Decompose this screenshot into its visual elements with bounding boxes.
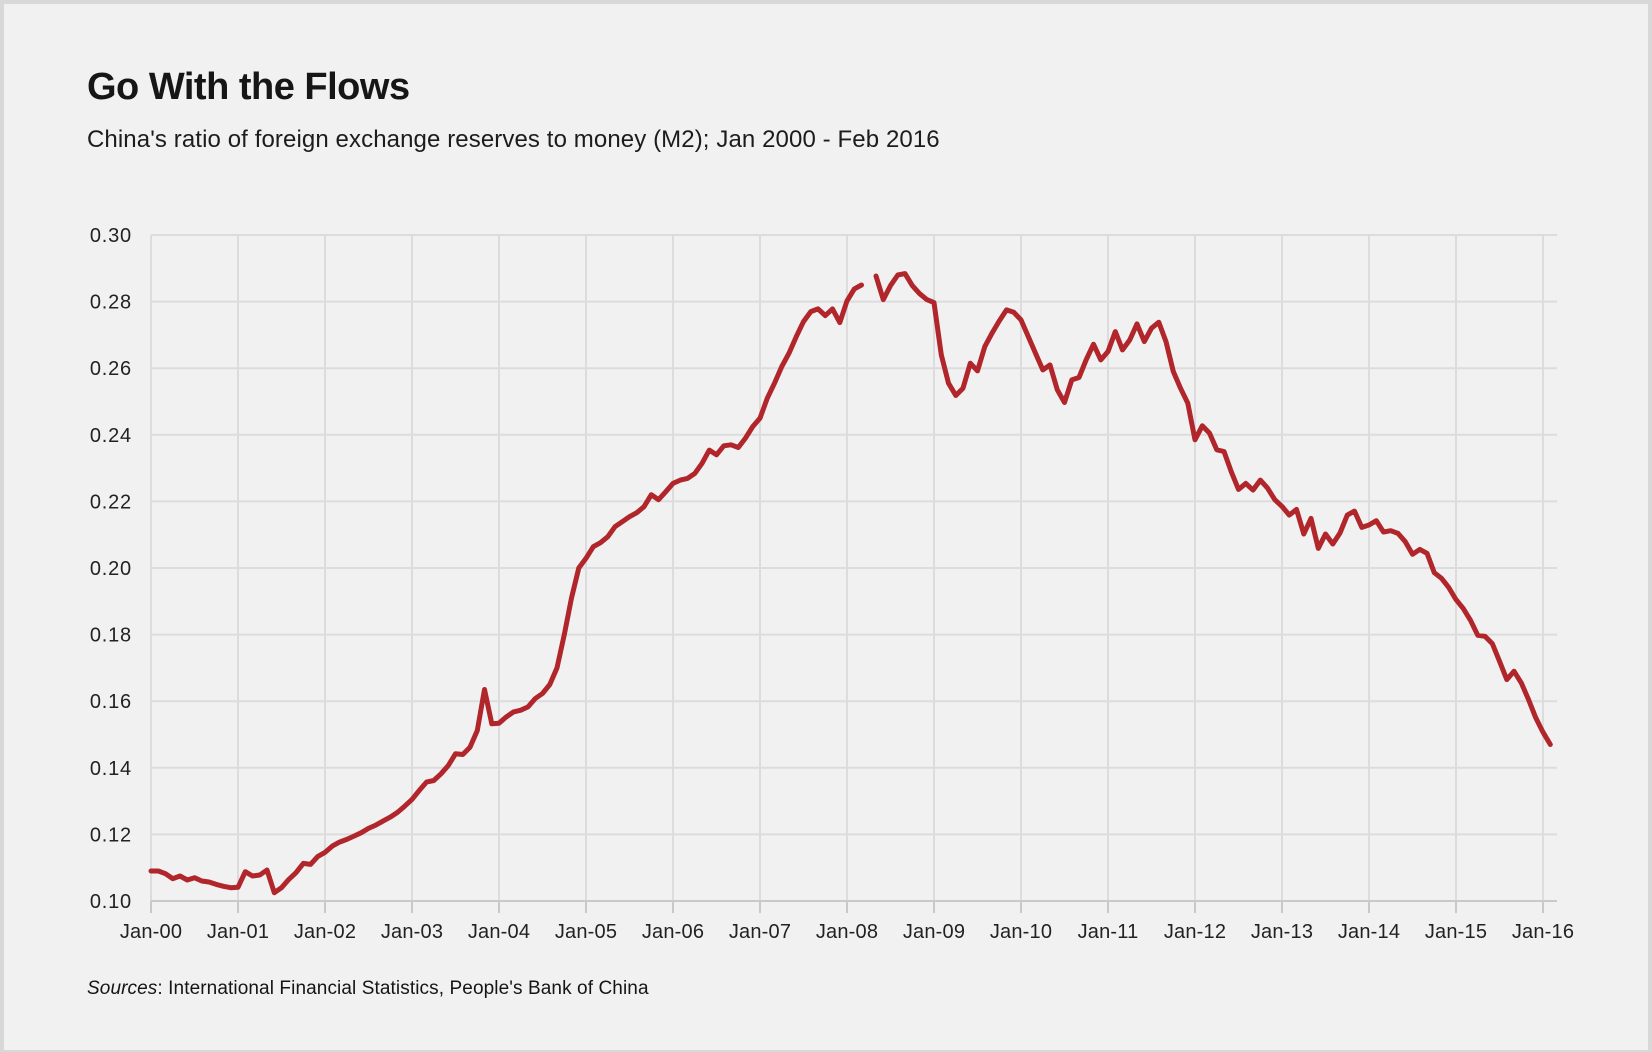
chart-subtitle: China's ratio of foreign exchange reserv… [87, 126, 940, 153]
y-tick-label: 0.30 [90, 225, 132, 247]
x-tick-label: Jan-10 [990, 921, 1052, 943]
x-tick-label: Jan-08 [816, 921, 878, 943]
y-tick-label: 0.26 [90, 358, 132, 380]
data-line [148, 282, 864, 896]
x-tick-label: Jan-06 [642, 921, 704, 943]
x-tick-label: Jan-15 [1425, 921, 1487, 943]
x-tick-label: Jan-13 [1251, 921, 1313, 943]
y-tick-label: 0.16 [90, 691, 132, 713]
x-tick-label: Jan-11 [1078, 921, 1139, 943]
data-line [873, 271, 1553, 747]
chart-page: Go With the Flows China's ratio of forei… [4, 4, 1648, 1050]
y-tick-label: 0.14 [90, 758, 132, 780]
y-tick-label: 0.10 [90, 891, 132, 913]
sources-text: : International Financial Statistics, Pe… [157, 978, 649, 999]
line-chart: 0.10 0.12 0.14 0.16 0.18 0.20 0.22 0.24 0.26 0.28… [90, 225, 1574, 943]
x-tick-label: Jan-01 [207, 921, 269, 943]
x-tick-label: Jan-02 [294, 921, 356, 943]
x-tick-label: Jan-09 [903, 921, 965, 943]
sources-label: Sources [87, 978, 158, 999]
x-tick-label: Jan-16 [1512, 921, 1574, 943]
sources-note: Sources: International Financial Statist… [87, 978, 649, 1000]
page-title: Go With the Flows [87, 66, 410, 108]
y-tick-label: 0.18 [90, 625, 132, 647]
x-tick-label: Jan-04 [468, 921, 530, 943]
y-tick-label: 0.22 [90, 491, 132, 513]
y-tick-label: 0.12 [90, 824, 132, 846]
x-tick-label: Jan-14 [1338, 921, 1400, 943]
x-tick-label: Jan-00 [120, 921, 182, 943]
y-tick-label: 0.20 [90, 558, 132, 580]
y-tick-label: 0.28 [90, 292, 132, 314]
x-tick-label: Jan-12 [1164, 921, 1226, 943]
x-tick-label: Jan-07 [729, 921, 791, 943]
x-tick-label: Jan-05 [555, 921, 617, 943]
y-tick-label: 0.24 [90, 425, 132, 447]
x-tick-label: Jan-03 [381, 921, 443, 943]
